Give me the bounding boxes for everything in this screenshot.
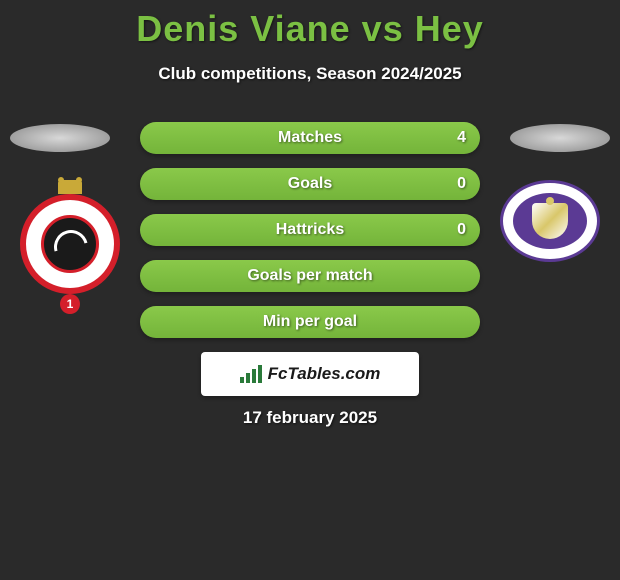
stat-row-min-per-goal: Min per goal <box>140 306 480 338</box>
subtitle: Club competitions, Season 2024/2025 <box>0 64 620 84</box>
stat-value: 4 <box>457 129 466 147</box>
stat-value: 0 <box>457 221 466 239</box>
stat-label: Min per goal <box>263 313 357 331</box>
stat-row-matches: Matches 4 <box>140 122 480 154</box>
shield-icon <box>532 203 568 239</box>
page-title: Denis Viane vs Hey <box>0 0 620 50</box>
crest-number: 1 <box>60 294 80 314</box>
stats-container: Matches 4 Goals 0 Hattricks 0 Goals per … <box>140 122 480 352</box>
stat-row-hattricks: Hattricks 0 <box>140 214 480 246</box>
stat-label: Matches <box>278 129 342 147</box>
player-shadow-right <box>510 124 610 152</box>
crest-inner-oval <box>513 193 587 249</box>
stat-label: Hattricks <box>276 221 344 239</box>
date-label: 17 february 2025 <box>0 408 620 428</box>
team-crest-right <box>500 180 600 262</box>
crest-inner <box>41 215 99 273</box>
crest-anderlecht <box>500 180 600 262</box>
stat-label: Goals <box>288 175 332 193</box>
stat-value: 0 <box>457 175 466 193</box>
bars-icon <box>240 365 262 383</box>
crest-antwerp: 1 <box>20 180 120 306</box>
watermark-text: FcTables.com <box>268 364 381 384</box>
stat-label: Goals per match <box>247 267 372 285</box>
crown-icon <box>58 180 82 194</box>
stat-row-goals: Goals 0 <box>140 168 480 200</box>
stat-row-goals-per-match: Goals per match <box>140 260 480 292</box>
watermark[interactable]: FcTables.com <box>201 352 419 396</box>
player-shadow-left <box>10 124 110 152</box>
crest-circle <box>20 194 120 294</box>
team-crest-left: 1 <box>20 180 120 306</box>
